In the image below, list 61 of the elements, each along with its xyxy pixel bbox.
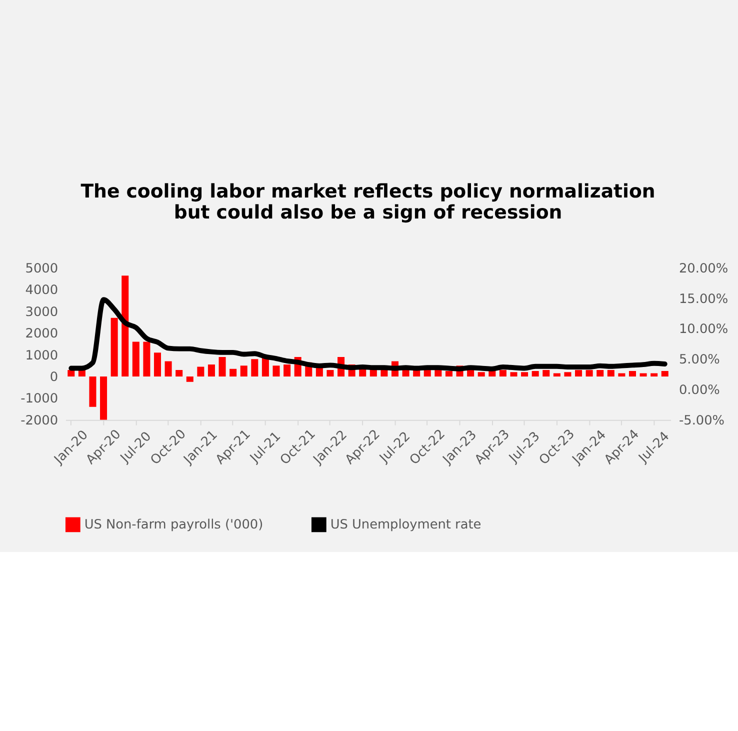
legend-label: US Unemployment rate <box>330 518 482 533</box>
text: The cooling labor market reflects policy normalization <box>80 182 656 203</box>
y2-tick-label: 15.00% <box>678 292 728 307</box>
y2-tick-label: 5.00% <box>678 352 720 368</box>
bar <box>553 373 560 376</box>
y2-tick-label: -5.00% <box>678 413 725 428</box>
bar <box>186 376 194 382</box>
bar <box>586 370 593 376</box>
bar <box>542 370 550 376</box>
y-tick-label: 5000 <box>25 262 58 277</box>
bar <box>326 370 334 376</box>
y2-tick-label: 10.00% <box>678 322 728 338</box>
bar <box>628 371 636 376</box>
bar <box>230 368 237 376</box>
bar <box>132 342 140 376</box>
y-tick-label: 1000 <box>25 348 58 364</box>
legend-label: US Non-farm payrolls ('000) <box>84 518 264 533</box>
bar <box>68 370 75 376</box>
y-tick-label: -1000 <box>20 392 58 407</box>
bar <box>272 366 280 376</box>
bar <box>434 370 442 376</box>
bar <box>575 370 582 376</box>
bar <box>218 356 226 376</box>
y2-tick-label: 0.00% <box>678 382 720 398</box>
bar <box>284 364 291 376</box>
bar <box>176 370 183 376</box>
bar <box>661 371 668 376</box>
bar <box>467 370 474 376</box>
y-tick-label: 3000 <box>25 304 58 320</box>
bar <box>262 358 269 376</box>
bar <box>240 366 248 376</box>
y-tick-label: -2000 <box>20 413 58 428</box>
bar <box>640 373 647 376</box>
bar <box>478 372 485 376</box>
bar <box>596 370 604 376</box>
bar <box>532 371 539 376</box>
bar <box>122 276 129 376</box>
y-tick-label: 4000 <box>25 283 58 298</box>
bar <box>154 352 162 376</box>
bar <box>251 359 258 376</box>
y-tick-label: 0 <box>50 370 58 385</box>
bar <box>618 373 626 376</box>
text: but could also be a sign of recession <box>174 202 562 224</box>
bar <box>89 376 96 407</box>
bar <box>100 376 108 420</box>
bar <box>143 342 150 376</box>
y2-tick-label: 20.00% <box>678 262 728 277</box>
bar <box>521 372 528 376</box>
bar <box>197 366 204 376</box>
line-series <box>68 297 668 372</box>
bar <box>110 318 118 376</box>
bar <box>208 364 215 376</box>
y-tick-label: 2000 <box>25 326 58 342</box>
bar <box>164 361 172 376</box>
bar <box>510 372 518 376</box>
bar <box>499 370 506 376</box>
bar <box>445 371 452 376</box>
bar <box>564 372 572 376</box>
bar <box>78 370 86 376</box>
bar <box>650 373 658 376</box>
bar <box>607 370 614 376</box>
